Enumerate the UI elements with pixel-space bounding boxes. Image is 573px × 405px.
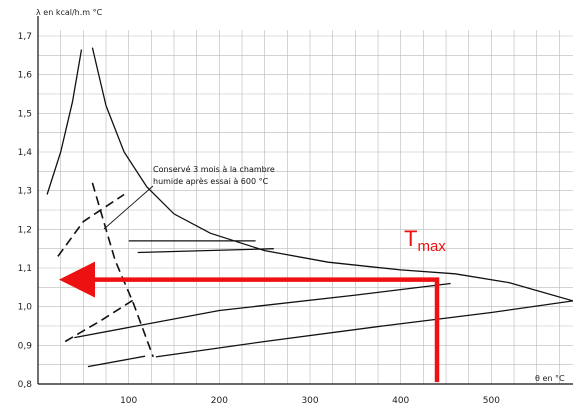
x-tick-label: 500 bbox=[483, 396, 500, 405]
solid-curve bbox=[74, 282, 451, 339]
tmax-main: T bbox=[404, 226, 417, 251]
y-axis-label: λ en kcal/h.m °C bbox=[36, 8, 103, 17]
x-tick-label: 100 bbox=[120, 396, 137, 405]
tmax-label: Tmax bbox=[404, 226, 446, 255]
y-tick-label: 1,1 bbox=[18, 264, 32, 274]
y-tick-label: 1,6 bbox=[18, 71, 33, 81]
y-tick-label: 1,7 bbox=[18, 32, 32, 42]
dashed-curve bbox=[57, 193, 125, 257]
solid-curve bbox=[91, 47, 573, 302]
solid-curve bbox=[46, 49, 83, 195]
x-tick-label: 200 bbox=[211, 396, 228, 405]
solid-curve bbox=[137, 248, 274, 254]
highlight-path bbox=[59, 261, 440, 383]
dashed-curve bbox=[64, 298, 136, 343]
y-tick-label: 0,9 bbox=[18, 341, 33, 351]
y-tick-label: 1,5 bbox=[18, 109, 32, 119]
axes bbox=[37, 16, 573, 385]
solid-curve bbox=[155, 300, 573, 358]
dashed-curve bbox=[91, 182, 154, 358]
y-tick-label: 0,8 bbox=[18, 380, 33, 390]
y-tick-label: 1,3 bbox=[18, 187, 32, 197]
annotation-line-2: humide après essai à 600 °C bbox=[153, 176, 269, 186]
grid bbox=[38, 30, 573, 385]
tmax-subscript: max bbox=[417, 238, 446, 255]
solid-curve bbox=[87, 355, 146, 368]
y-tick-label: 1,0 bbox=[18, 303, 33, 313]
annotation-line-1: Conservé 3 mois à la chambre bbox=[153, 164, 275, 174]
annotation-leader bbox=[103, 185, 154, 230]
tick-labels: 100 200 300 400 500 0,8 0,9 1,0 1,1 1,2 1,3 1,4 1,5 1… bbox=[18, 32, 501, 405]
x-tick-label: 300 bbox=[301, 396, 318, 405]
x-axis-label: θ en °C bbox=[535, 374, 565, 383]
y-tick-label: 1,2 bbox=[18, 225, 32, 235]
y-tick-label: 1,4 bbox=[18, 148, 33, 158]
x-tick-label: 400 bbox=[392, 396, 409, 405]
